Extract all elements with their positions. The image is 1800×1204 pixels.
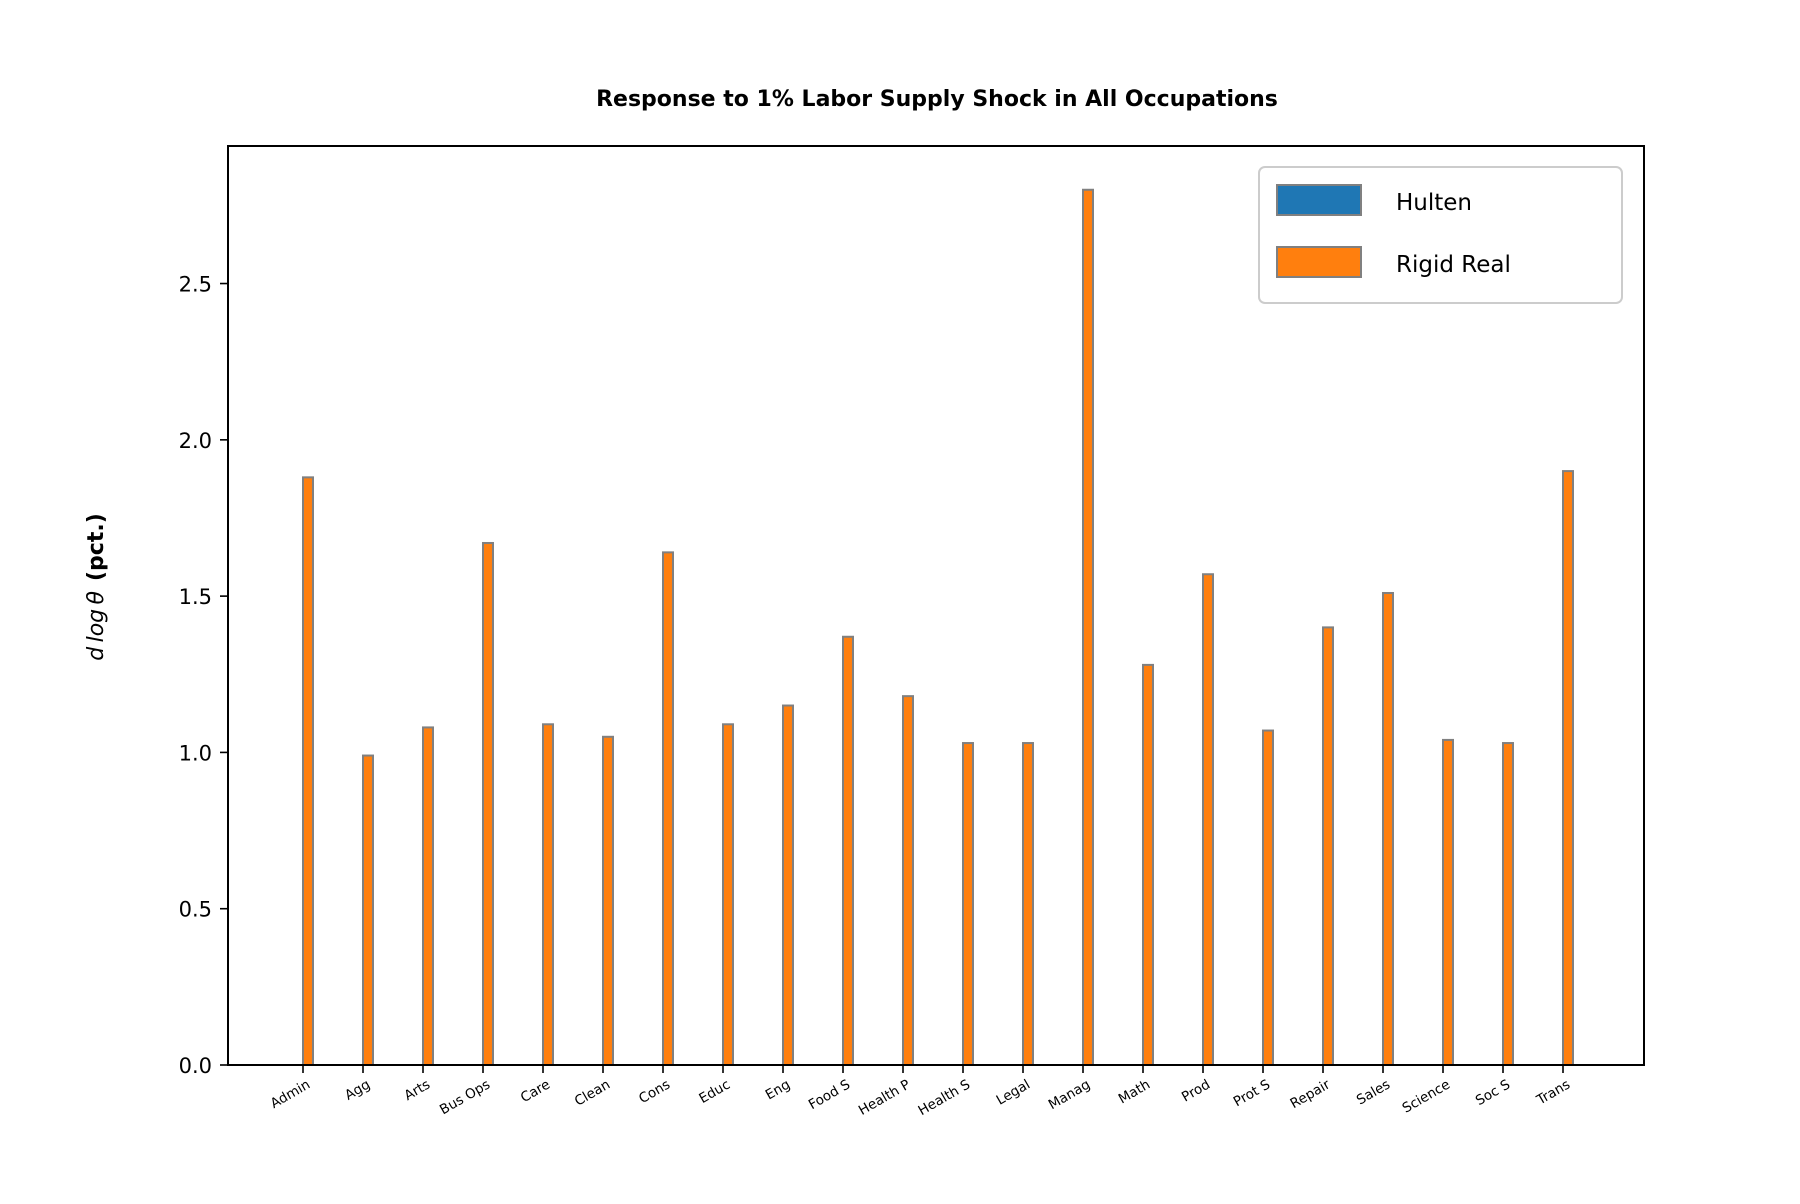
x-tick-label-agg: Agg xyxy=(342,1077,373,1104)
x-tick-label-eng: Eng xyxy=(763,1077,793,1104)
bars-layer xyxy=(293,190,1573,1065)
x-tick-label-admin: Admin xyxy=(268,1077,313,1112)
bar-rigid-real-legal xyxy=(1023,743,1033,1065)
x-tick-label-repair: Repair xyxy=(1288,1076,1334,1112)
bar-rigid-real-sales xyxy=(1383,593,1393,1065)
y-tick-label: 2.0 xyxy=(179,429,212,453)
y-axis-label-math: d log θ xyxy=(84,590,109,660)
y-tick-label: 0.0 xyxy=(179,1054,212,1078)
bar-rigid-real-arts xyxy=(423,727,433,1065)
bar-rigid-real-health-p xyxy=(903,696,913,1065)
bar-rigid-real-trans xyxy=(1563,471,1573,1065)
y-tick-label: 0.5 xyxy=(179,898,212,922)
bar-rigid-real-care xyxy=(543,724,553,1065)
bar-rigid-real-agg xyxy=(363,756,373,1065)
y-axis-ticks: 0.0 0.5 1.0 1.5 2.0 2.5 xyxy=(179,273,228,1078)
bar-rigid-real-eng xyxy=(783,706,793,1065)
bar-rigid-real-repair xyxy=(1323,627,1333,1065)
x-tick-label-educ: Educ xyxy=(696,1077,733,1107)
bar-rigid-real-manag xyxy=(1083,190,1093,1065)
x-tick-label-legal: Legal xyxy=(994,1077,1033,1109)
x-tick-label-prod: Prod xyxy=(1179,1077,1213,1106)
x-tick-label-food-s: Food S xyxy=(806,1077,853,1113)
bar-rigid-real-health-s xyxy=(963,743,973,1065)
bar-rigid-real-educ xyxy=(723,724,733,1065)
bar-rigid-real-soc-s xyxy=(1503,743,1513,1065)
x-tick-label-manag: Manag xyxy=(1046,1077,1093,1114)
x-tick-label-sales: Sales xyxy=(1354,1077,1393,1109)
legend: Hulten Rigid Real xyxy=(1259,167,1622,303)
x-tick-label-trans: Trans xyxy=(1533,1077,1573,1109)
bar-rigid-real-science xyxy=(1443,740,1453,1065)
legend-label-rigid-real: Rigid Real xyxy=(1396,252,1511,278)
bar-rigid-real-bus-ops xyxy=(483,543,493,1065)
bar-rigid-real-prot-s xyxy=(1263,731,1273,1065)
x-tick-label-health-s: Health S xyxy=(915,1077,973,1119)
bar-rigid-real-cons xyxy=(663,552,673,1065)
legend-swatch-rigid-real xyxy=(1277,247,1361,277)
y-tick-label: 2.5 xyxy=(179,273,212,297)
bar-rigid-real-prod xyxy=(1203,574,1213,1065)
y-tick-label: 1.0 xyxy=(179,741,212,765)
x-tick-label-care: Care xyxy=(518,1077,553,1106)
legend-label-hulten: Hulten xyxy=(1396,190,1472,216)
x-tick-label-cons: Cons xyxy=(636,1077,673,1107)
x-tick-label-health-p: Health P xyxy=(856,1077,913,1119)
bar-rigid-real-clean xyxy=(603,737,613,1065)
legend-swatch-hulten xyxy=(1277,185,1361,215)
x-tick-label-math: Math xyxy=(1116,1077,1153,1108)
y-axis-label: d log θ (pct.) xyxy=(84,513,109,661)
x-tick-label-prot-s: Prot S xyxy=(1231,1077,1273,1111)
x-tick-label-science: Science xyxy=(1400,1077,1453,1117)
y-axis-label-unit: (pct.) xyxy=(84,513,109,581)
bar-rigid-real-math xyxy=(1143,665,1153,1065)
svg-text:d log θ(pct.): d log θ (pct.) xyxy=(84,513,109,661)
y-tick-label: 1.5 xyxy=(179,585,212,609)
x-tick-label-arts: Arts xyxy=(402,1077,433,1104)
bar-rigid-real-admin xyxy=(303,477,313,1065)
chart-title: Response to 1% Labor Supply Shock in All… xyxy=(596,87,1278,112)
x-tick-label-clean: Clean xyxy=(572,1077,613,1110)
x-tick-label-soc-s: Soc S xyxy=(1473,1077,1513,1109)
x-tick-label-bus-ops: Bus Ops xyxy=(437,1077,493,1119)
bar-rigid-real-food-s xyxy=(843,637,853,1065)
